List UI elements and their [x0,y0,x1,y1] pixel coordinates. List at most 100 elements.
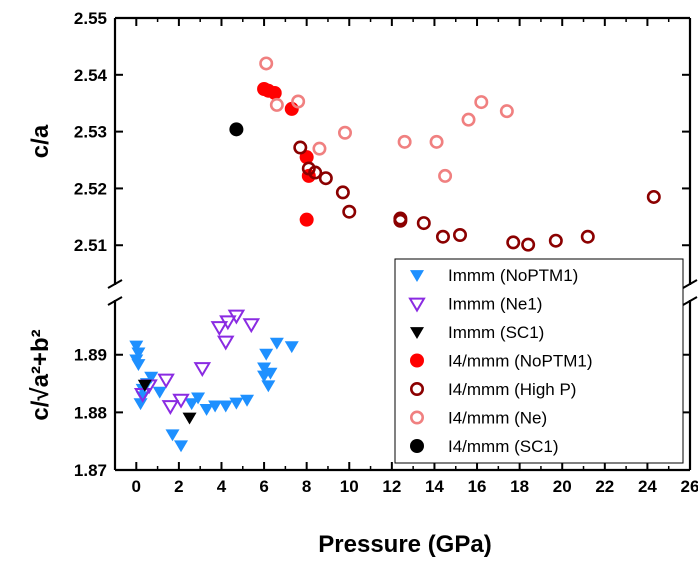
data-point [337,125,352,140]
data-point [137,379,152,392]
x-tick-label: 20 [553,477,572,496]
data-point [506,235,521,250]
data-point [227,309,246,325]
data-point [229,122,244,137]
data-point [242,318,261,334]
x-tick-label: 16 [468,477,487,496]
x-tick-label: 14 [425,477,444,496]
legend-box [394,258,684,464]
x-tick-label: 26 [681,477,698,496]
legend-marker [409,410,424,425]
data-point [144,371,159,384]
axis-break-mark [107,296,123,306]
data-point [499,104,514,119]
data-point [259,56,274,71]
legend-marker [409,381,424,396]
data-point [438,168,453,183]
data-point [157,373,175,389]
data-point [646,189,661,204]
legend-marker [410,439,424,453]
data-point [318,171,333,186]
data-point [172,393,190,409]
data-point [219,315,237,331]
legend-label: Immm (SC1) [448,323,544,342]
data-marks [129,56,661,453]
data-point [208,400,223,413]
data-point [165,429,180,442]
data-point [174,440,189,453]
legend-marker [410,327,424,339]
data-point [129,340,144,353]
data-point [429,134,444,149]
data-point [184,398,199,411]
data-point [461,112,476,127]
data-point [261,380,276,393]
data-point [312,141,327,156]
legend-label: Immm (NoPTM1) [448,266,578,285]
data-point [263,367,278,380]
data-point [342,204,357,219]
data-point [133,388,152,403]
legend-label: I4/mmm (High P) [448,380,576,399]
data-point [299,212,314,227]
y-tick-label-bottom-panel: 1.88 [74,403,107,422]
legend-marker [410,353,424,368]
y-tick-label-top-panel: 2.51 [74,236,107,255]
legend-label: I4/mmm (Ne) [448,409,547,428]
data-point [259,348,274,361]
data-point [133,398,148,411]
data-point [397,134,412,149]
y-axis-title-top: c/a [27,124,54,158]
axis-break-mark [107,279,123,289]
data-point [521,237,536,252]
data-point [269,97,284,112]
data-point [335,185,350,200]
y-tick-label-bottom-panel: 1.89 [74,346,107,365]
data-point [240,394,255,407]
data-point [548,233,563,248]
x-tick-label: 6 [259,477,268,496]
y-axis-title-bottom: c/√a²+b² [27,329,54,420]
x-tick-label: 0 [132,477,141,496]
data-point [152,386,167,399]
legend-label: Immm (Ne1) [448,295,542,314]
data-point [191,392,206,405]
x-tick-label: 8 [302,477,311,496]
data-point [308,165,323,180]
data-point [199,404,214,416]
axis-ticks: 0 2 4 6 8 10 12 14 16 18 20 22 24 262.512.522.532.542… [27,9,698,496]
y-tick-label-top-panel: 2.55 [74,9,107,28]
data-point [193,362,212,377]
data-point [267,85,282,100]
data-point [182,412,197,425]
axis-break-mark [682,279,698,289]
data-point [131,347,146,360]
data-point [474,95,489,110]
data-point [229,397,244,410]
x-tick-label: 24 [638,477,657,496]
plot-frame [107,16,698,472]
data-point [216,335,235,351]
data-point [452,228,467,243]
data-point [416,216,431,231]
data-point [210,321,229,337]
x-tick-label: 2 [174,477,183,496]
legend-label: I4/mmm (NoPTM1) [448,352,593,371]
y-tick-label-top-panel: 2.54 [74,66,108,85]
data-point [161,400,180,416]
x-tick-label: 4 [217,477,227,496]
x-tick-label: 12 [382,477,401,496]
data-point [293,140,308,155]
data-point [291,94,306,109]
data-point [284,341,299,354]
data-point [435,229,450,244]
x-tick-label: 10 [340,477,359,496]
x-tick-label: 22 [595,477,614,496]
x-tick-label: 18 [510,477,529,496]
legend-label: I4/mmm (SC1) [448,437,559,456]
data-point [131,359,146,371]
x-axis-title: Pressure (GPa) [318,531,491,558]
axis-break-mark [682,296,698,306]
data-point [269,337,284,350]
